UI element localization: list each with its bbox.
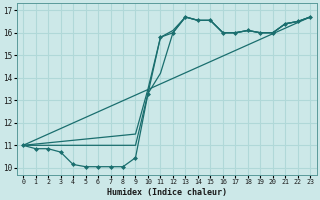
X-axis label: Humidex (Indice chaleur): Humidex (Indice chaleur) <box>107 188 227 197</box>
